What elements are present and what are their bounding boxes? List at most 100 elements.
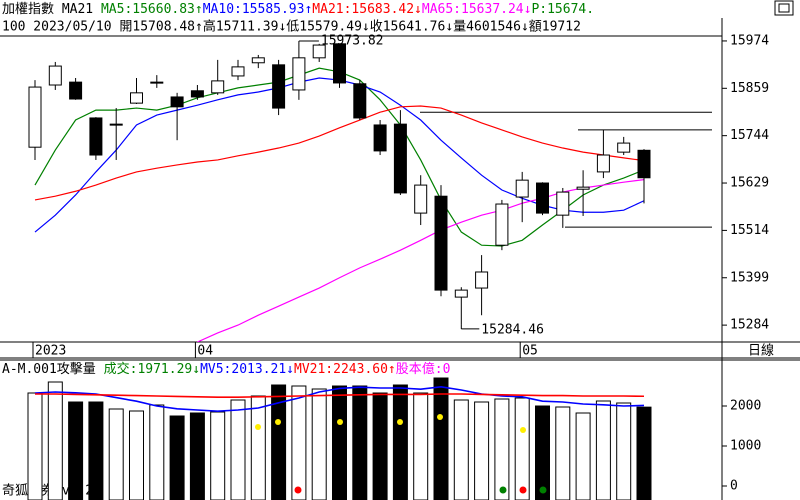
candle-body (454, 289, 468, 298)
volume-bar (575, 412, 591, 500)
volume-bar (189, 412, 205, 500)
volume-bar (332, 385, 347, 500)
ma-line (34, 105, 645, 201)
y-tick-label: 15744 (730, 128, 769, 143)
signal-dot (520, 427, 526, 433)
candle-body (170, 96, 184, 108)
mv-line (34, 385, 645, 413)
candle-body (434, 195, 448, 291)
candle-body (556, 191, 570, 216)
annotation: 15284.46 (481, 322, 544, 337)
y-tick-label: 15974 (730, 33, 769, 48)
signal-dot (499, 486, 507, 494)
volume-bar (149, 404, 165, 500)
volume-bar (413, 392, 429, 500)
candle-body (89, 117, 103, 156)
header-segment: P:15674. (531, 2, 594, 17)
y-tick-label: 15629 (730, 176, 769, 191)
price-panel (28, 41, 712, 342)
x-tick-label: 05 (522, 344, 538, 359)
volume-header: A-M.001攻擊量 成交:1971.29↓MV5:2013.21↓MV21:2… (2, 361, 450, 377)
volume-bar (210, 411, 226, 500)
header-segment: A-M.001攻擊量 (2, 361, 104, 377)
y-tick-label: 15514 (730, 223, 769, 238)
volume-bar (108, 408, 124, 500)
signal-dot (294, 486, 302, 494)
y-tick-label: 0 (730, 479, 738, 494)
candle-body (312, 44, 326, 59)
candle-body (536, 182, 549, 214)
y-tick-label: 1000 (730, 439, 761, 454)
candle-body (48, 65, 62, 86)
candle-body (292, 57, 306, 91)
signals (255, 414, 547, 494)
x-tick-label: 2023 (35, 344, 66, 359)
candle-body (251, 57, 265, 64)
header-segment: MV5:2013.21↓ (200, 362, 294, 377)
candle-body (333, 43, 346, 84)
mv-line (35, 393, 645, 398)
candle-body (353, 83, 367, 119)
candle-body (393, 123, 407, 194)
candle-body (515, 179, 529, 198)
header-segment: MV21:2243.60↑ (294, 362, 396, 377)
volume-bar (636, 406, 652, 500)
candle-body (617, 142, 631, 153)
volume-bar (555, 406, 571, 500)
volume-panel (27, 377, 652, 500)
header-segment: MA10:15585.93↑ (203, 2, 313, 17)
volume-bar (535, 405, 550, 500)
period-label[interactable]: 日線 (748, 343, 774, 359)
volume-bar (616, 402, 632, 500)
volume-bar (27, 392, 43, 500)
candle-body (475, 271, 489, 289)
signal-dot (539, 486, 547, 494)
header-segment: MA65:15637.24↓ (422, 2, 532, 17)
window-icon (778, 3, 790, 13)
header-segment: MA21:15683.42↓ (312, 2, 422, 17)
candle-body (596, 154, 610, 173)
volume-bar (433, 377, 449, 500)
y-tick-label: 2000 (730, 399, 761, 414)
signal-dot (275, 419, 281, 425)
candle-body (211, 80, 225, 94)
annotation: 15973.82 (321, 34, 384, 49)
window-button[interactable] (774, 0, 794, 16)
candle-body (495, 203, 509, 246)
volume-bar (392, 384, 408, 500)
candle-body (28, 86, 42, 148)
volume-bar (169, 415, 185, 500)
volume-bar (311, 388, 327, 500)
volume-bar (47, 381, 63, 500)
volume-bar (291, 385, 307, 500)
volume-bar (514, 397, 530, 500)
volume-bar (250, 395, 266, 500)
candle-body (272, 64, 286, 109)
header-line: 100 2023/05/10 開15708.48↑高15711.39↓低1557… (2, 19, 581, 35)
header-segment: 成交:1971.29↓ (104, 361, 200, 377)
header-segment: 股本億:0 (396, 361, 451, 377)
signal-dot (255, 424, 261, 430)
volume-bar (494, 398, 510, 500)
volume-bar (129, 410, 144, 500)
candle-body (190, 90, 204, 98)
candle-body (373, 124, 387, 152)
candle-body (637, 149, 651, 179)
candle-body (69, 81, 83, 100)
signal-dot (437, 414, 443, 420)
volume-bar (474, 401, 490, 500)
volume-bar (88, 401, 104, 500)
y-tick-label: 15399 (730, 270, 769, 285)
candle-body (130, 92, 143, 104)
y-tick-label: 15284 (730, 318, 769, 333)
y-tick-label: 15859 (730, 81, 769, 96)
signal-dot (337, 419, 343, 425)
volume-bar (453, 399, 469, 500)
volume-bar (271, 384, 287, 500)
volume-bar (372, 392, 388, 500)
candle-body (109, 123, 123, 126)
volume-bar (68, 401, 84, 500)
volume-bar (595, 400, 611, 500)
header-segment: MA5:15660.83↑ (101, 2, 203, 17)
